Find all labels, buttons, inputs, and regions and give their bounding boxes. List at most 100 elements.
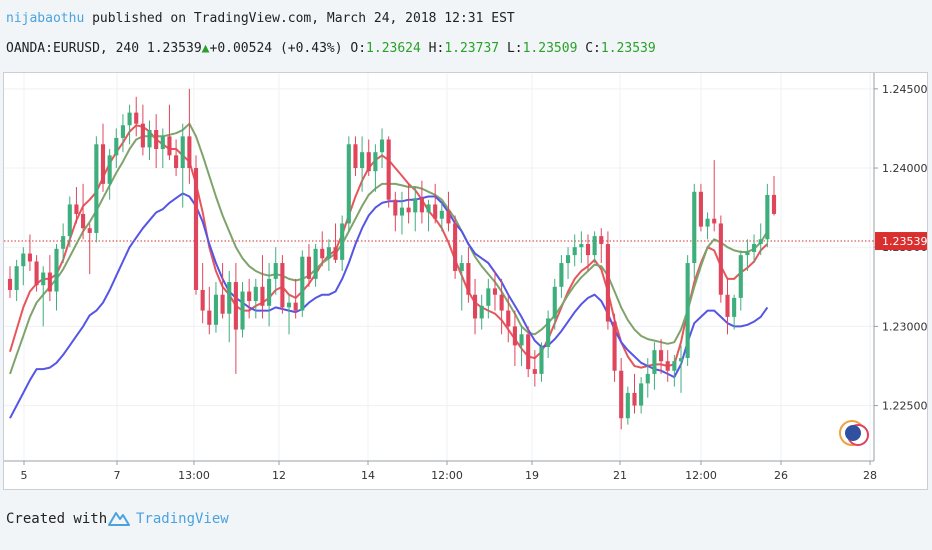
candle-body (519, 334, 524, 346)
candle (692, 183, 697, 279)
time-tick-label: 26 (774, 469, 788, 482)
candle-body (21, 253, 26, 267)
candle (233, 263, 238, 374)
candle (585, 234, 591, 271)
candle (678, 345, 684, 393)
candlestick-chart[interactable]: 1.245001.240001.235001.230001.225005713:… (4, 73, 927, 489)
open-label: O: (342, 41, 367, 56)
candle-body (599, 236, 604, 245)
candle-body (127, 112, 132, 126)
candle-body (120, 125, 125, 138)
candle-body (419, 198, 424, 213)
candle (413, 187, 418, 232)
candle (572, 234, 577, 267)
candle (140, 104, 145, 156)
candle-body (47, 272, 52, 292)
candle (280, 255, 285, 314)
author-link[interactable]: nijabaothu (6, 11, 85, 26)
tradingview-logo-icon[interactable] (108, 508, 130, 528)
time-tick-label: 12 (272, 469, 286, 482)
candle (599, 228, 604, 264)
candle-body (7, 278, 13, 290)
candle (632, 373, 637, 414)
candle-body (453, 223, 458, 271)
candle-body (619, 370, 624, 419)
candle (7, 266, 13, 298)
candle-body (373, 152, 378, 172)
candle-body (659, 350, 664, 362)
low-value: 1.23509 (522, 41, 578, 56)
candle (519, 326, 524, 366)
candle-body (240, 291, 245, 330)
candle (320, 231, 325, 267)
time-tick-label: 7 (114, 469, 121, 482)
candle (94, 136, 99, 243)
candle (120, 114, 125, 153)
candle (200, 263, 205, 324)
high-value: 1.23737 (444, 41, 500, 56)
candle-body (267, 278, 272, 306)
candle (41, 266, 46, 327)
candle (539, 342, 544, 382)
candle-body (81, 213, 86, 229)
candle (526, 326, 531, 378)
candle-body (698, 191, 703, 227)
candle-body (506, 310, 511, 327)
candle-body (313, 248, 318, 279)
price-tick-label: 1.24500 (882, 83, 927, 96)
candle-body (526, 334, 531, 370)
candle-body (41, 272, 46, 286)
candle (187, 88, 192, 184)
candle-body (672, 361, 677, 371)
candle-body (227, 282, 232, 314)
candle-body (479, 305, 484, 319)
candle-body (220, 294, 225, 314)
candle-body (160, 136, 165, 150)
candle-body (273, 263, 278, 279)
candle-body (67, 204, 72, 237)
candle (466, 247, 471, 303)
candle-body (280, 263, 285, 308)
candle (306, 244, 312, 287)
candle (619, 358, 624, 430)
candle (47, 255, 52, 302)
candle (386, 136, 391, 208)
candle (167, 104, 172, 161)
candle (738, 250, 743, 311)
candle-body (459, 263, 464, 271)
tradingview-brand[interactable]: TradingView (136, 511, 229, 527)
candle (373, 144, 378, 192)
candle-body (433, 204, 438, 219)
candle-body (771, 194, 777, 214)
footer: Created with TradingView (0, 494, 932, 550)
candle-body (140, 123, 145, 148)
candle (579, 231, 584, 264)
candle (300, 250, 305, 317)
chart-area[interactable]: 1.245001.240001.235001.230001.225005713:… (3, 72, 928, 490)
candle (639, 377, 644, 414)
close-label: C: (577, 41, 601, 56)
candle (333, 223, 338, 264)
candle-body (678, 358, 684, 362)
candle (340, 215, 345, 271)
close-value: 1.23539 (600, 41, 656, 56)
candle (160, 128, 165, 169)
candle-body (134, 112, 139, 124)
candle-body (652, 350, 657, 374)
current-price-label: 1.23539 (882, 235, 927, 248)
candle-body (293, 302, 298, 311)
candle-body (413, 198, 418, 213)
candle (605, 231, 610, 330)
candle (81, 183, 86, 240)
candle-body (34, 261, 39, 286)
candle (399, 191, 405, 235)
candle-body (752, 244, 757, 252)
moving-average-blue (9, 192, 769, 419)
candle (114, 128, 119, 169)
time-tick-label: 21 (613, 469, 627, 482)
candle-body (406, 207, 411, 213)
candle-body (718, 223, 723, 295)
candle-body (439, 210, 444, 219)
candle-body (712, 218, 717, 224)
candle-body (399, 207, 405, 216)
